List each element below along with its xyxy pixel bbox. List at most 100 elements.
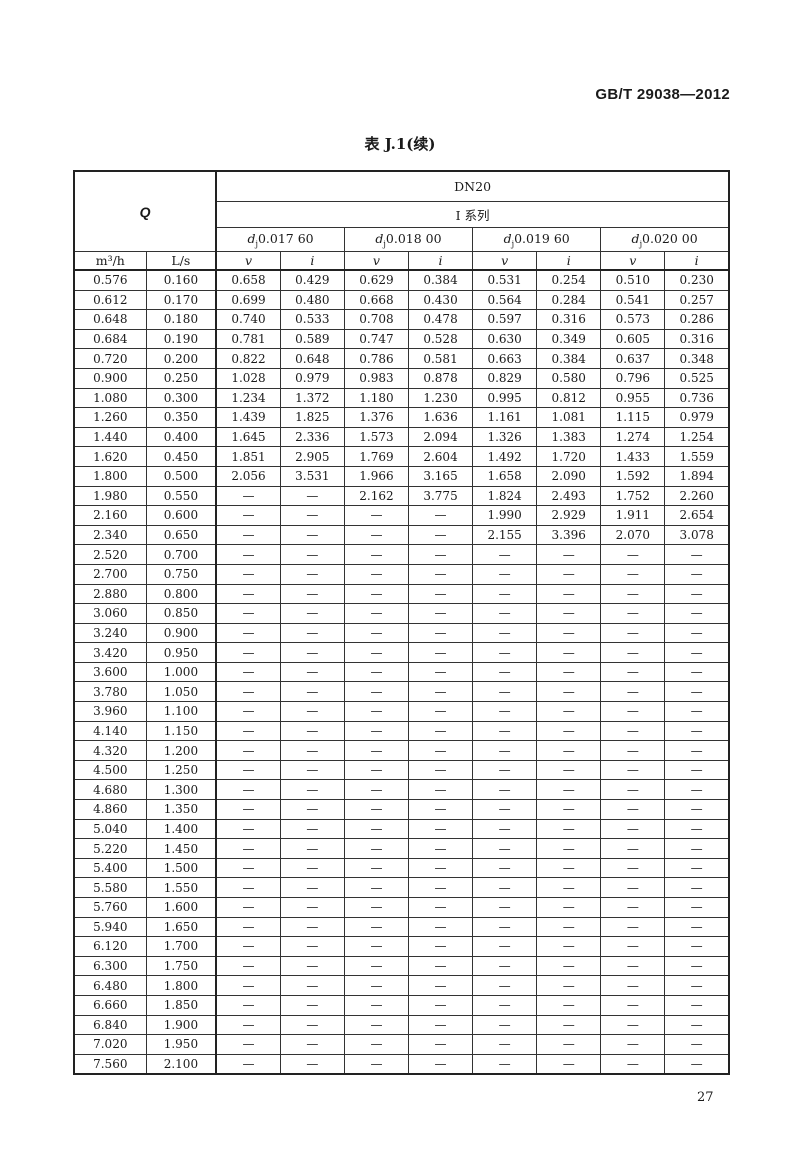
table-row: 5.760 1.600— — — — — — — — [73,897,730,918]
table-cell: — [215,955,281,977]
table-cell: — [536,975,602,996]
diameter-symbol: d [503,230,512,246]
table-cell: — [279,1053,345,1075]
table-cell: — [407,563,474,585]
table-row: 0.576 0.160 0.658 0.429 0.629 0.384 0.531 0.254… [73,269,730,291]
table-row: 0.612 0.170 0.699 0.480 0.668 0.430 0.564 0.284… [73,289,730,311]
diameter-subscript: j [639,239,643,249]
table-cell: 1.550 [145,877,218,898]
table-cell: — [664,994,730,1016]
table-cell: — [407,857,474,879]
table-cell: 0.822 [215,348,281,369]
table-cell: — [343,936,409,957]
table-cell: 5.400 [73,857,147,879]
table-cell: 1.600 [145,897,218,918]
table-cell: — [279,563,345,585]
table-cell: 0.541 [600,289,666,311]
table-cell: 0.700 [145,544,218,565]
table-row: 4.860 1.350— — — — — — — — [73,799,730,820]
table-cell: — [279,975,345,996]
table-cell: — [407,583,474,605]
table-cell: — [215,544,281,565]
dn-header: DN20 [215,170,730,202]
table-cell: — [215,1014,281,1036]
table-cell: 1.350 [145,799,218,820]
table-cell: 0.663 [472,348,538,369]
table-cell: — [600,955,666,977]
table-row: 3.420 0.950— — — — — — — — [73,642,730,663]
table-cell: 3.780 [73,681,147,703]
table-cell: 1.450 [145,838,218,859]
table-cell: — [215,701,281,722]
table-cell: 0.850 [145,603,218,624]
table-cell: 1.800 [145,975,218,996]
table-cell: 0.829 [472,367,538,389]
table-cell: 1.750 [145,955,218,977]
table-cell: 3.420 [73,642,147,663]
diameter-symbol: d [247,230,256,246]
table-cell: — [279,897,345,918]
table-cell: 5.040 [73,818,147,840]
table-cell: — [407,740,474,761]
table-cell: — [343,838,409,859]
table-row: 2.520 0.700— — — — — — — — [73,544,730,565]
table-cell: 5.580 [73,877,147,898]
table-cell: 0.316 [536,309,602,330]
table-cell: — [600,681,666,703]
table-cell: — [664,818,730,840]
table-cell: 0.400 [145,426,218,448]
table-cell: 3.775 [407,485,474,507]
table-cell: — [343,799,409,820]
table-cell: 1.720 [536,446,602,467]
diameter-subscript: j [255,239,258,249]
table-row: 2.700 0.750— — — — — — — — [73,563,730,585]
table-cell: — [536,818,602,840]
table-cell: 2.155 [472,524,538,546]
table-cell: 0.637 [600,348,666,369]
table-cell: 0.580 [536,367,602,389]
table-cell: 1.894 [664,465,730,487]
table-cell: — [536,622,602,644]
table-cell: — [279,994,345,1016]
table-cell: — [536,759,602,781]
table-cell: — [279,799,345,820]
table-cell: 0.254 [536,269,602,291]
table-row: 0.720 0.200 0.822 0.648 0.786 0.581 0.663 0.384… [73,348,730,369]
table-cell: — [664,779,730,801]
table-cell: 5.220 [73,838,147,859]
table-cell: 6.120 [73,936,147,957]
velocity-header: v [472,251,538,271]
table-cell: — [600,1014,666,1036]
table-cell: — [664,622,730,644]
table-cell: 0.170 [145,289,218,311]
table-cell: 7.020 [73,1034,147,1055]
table-cell: — [343,720,409,742]
table-cell: — [215,975,281,996]
table-cell: 2.654 [664,505,730,526]
table-row: 7.020 1.950— — — — — — — — [73,1034,730,1055]
table-cell: — [536,701,602,722]
table-cell: — [279,661,345,683]
table-cell: 2.880 [73,583,147,605]
table-cell: — [600,877,666,898]
table-cell: — [215,583,281,605]
table-cell: — [472,916,538,938]
table-cell: 3.060 [73,603,147,624]
table-cell: 1.376 [343,407,409,428]
table-cell: 0.250 [145,367,218,389]
table-cell: — [536,799,602,820]
table-cell: — [664,759,730,781]
table-cell: — [407,544,474,565]
table-title: 表 J.1(续) [364,135,436,153]
table-cell: — [215,1053,281,1075]
table-cell: — [664,838,730,859]
table-row: 1.620 0.450 1.851 2.905 1.769 2.604 1.492 1.720… [73,446,730,467]
page-number: 27 [697,1090,714,1105]
table-cell: — [215,838,281,859]
table-cell: — [215,622,281,644]
table-row: 0.684 0.190 0.781 0.589 0.747 0.528 0.630 0.349… [73,328,730,350]
table-cell: 0.600 [145,505,218,526]
table-cell: — [343,1014,409,1036]
table-cell: — [600,994,666,1016]
table-cell: — [343,701,409,722]
